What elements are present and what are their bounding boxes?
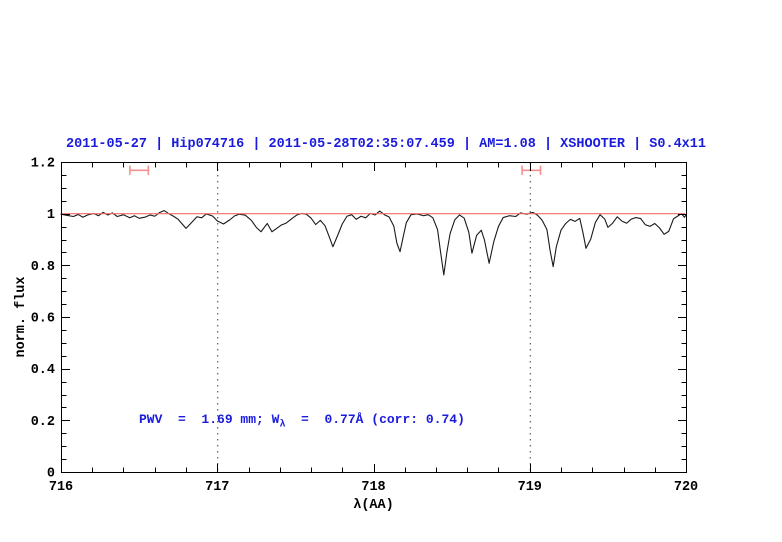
spectrum-line	[60, 210, 687, 276]
plot-title: 2011-05-27 | Hip074716 | 2011-05-28T02:3…	[65, 137, 706, 152]
y-tick-label: 0.8	[31, 260, 55, 275]
y-tick-labels: 0 0.2 0.4 0.6 0.8 1 1.2	[31, 157, 55, 482]
range-marker-1	[129, 165, 150, 175]
pwv-annotation-prefix: PWV = 1.69 mm; W	[139, 412, 280, 427]
x-tick-label: 720	[674, 480, 698, 495]
y-tick-label: 1	[47, 208, 55, 223]
axis-ticks	[61, 162, 687, 473]
x-tick-label: 717	[205, 480, 229, 495]
spectrum-series	[60, 210, 687, 276]
y-tick-label: 0.2	[31, 415, 55, 430]
range-marker-2	[521, 165, 542, 175]
x-axis-label: λ(AA)	[353, 498, 394, 513]
x-tick-label: 718	[361, 480, 385, 495]
plot-frame	[61, 162, 687, 473]
x-tick-labels: 716 717 718 719 720	[49, 480, 698, 495]
frame	[61, 162, 687, 473]
y-axis-label: norm. flux	[14, 276, 29, 358]
pwv-annotation-suffix: = 0.77Å (corr: 0.74)	[285, 412, 465, 427]
x-tick-label: 719	[518, 480, 542, 495]
pwv-annotation: PWV = 1.69 mm; Wλ = 0.77Å (corr: 0.74)	[139, 412, 465, 430]
y-tick-label: 0.4	[31, 363, 55, 378]
x-tick-label: 716	[49, 480, 73, 495]
range-markers	[129, 165, 542, 175]
pwv-annotation-subscript: λ	[279, 419, 286, 431]
y-tick-label: 0	[47, 467, 55, 482]
y-tick-label: 0.6	[31, 312, 55, 327]
y-tick-label: 1.2	[31, 157, 55, 172]
